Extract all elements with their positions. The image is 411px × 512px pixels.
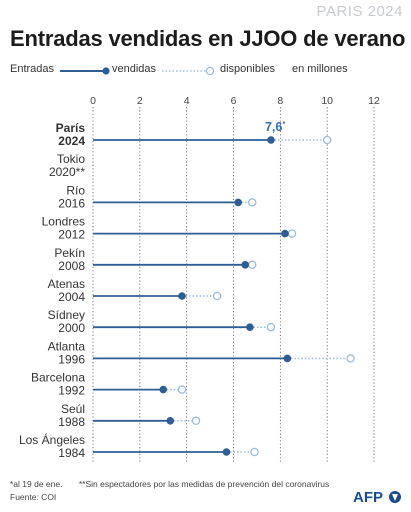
y-tick-line: París bbox=[56, 121, 86, 135]
y-tick-line: 2016 bbox=[58, 196, 85, 210]
y-axis-labels: París 2024 Tokio 2020** Río 2016 Londres 2012 Pe… bbox=[19, 121, 85, 460]
y-tick-line: 2024 bbox=[58, 134, 85, 148]
y-tick-line: 1996 bbox=[58, 352, 85, 366]
available-point bbox=[177, 385, 187, 394]
y-tick-label: Atenas 2004 bbox=[48, 277, 86, 304]
sold-point bbox=[166, 417, 175, 425]
y-tick-label: Río 2016 bbox=[58, 183, 85, 210]
y-tick-line: Sídney bbox=[48, 308, 85, 322]
footnote-1: *al 19 de ene. bbox=[10, 479, 63, 489]
y-tick-line: 2012 bbox=[58, 228, 85, 242]
available-point bbox=[247, 198, 257, 207]
y-tick-line: 2008 bbox=[58, 259, 85, 273]
sold-point bbox=[283, 354, 292, 363]
sold-point bbox=[178, 292, 186, 300]
sold-point bbox=[159, 385, 168, 394]
y-tick-line: 2000 bbox=[58, 321, 85, 335]
legend-sold-marker bbox=[60, 67, 110, 75]
legend-available-marker bbox=[162, 66, 215, 76]
legend: Entradas vendidas disponibles en millone… bbox=[10, 63, 405, 79]
y-tick-line: Atenas bbox=[48, 277, 85, 291]
y-tick-line: Los Ángeles bbox=[19, 432, 85, 447]
sold-point bbox=[234, 198, 242, 207]
available-point bbox=[247, 260, 257, 270]
legend-available-label: disponibles bbox=[220, 63, 276, 75]
y-tick-label: Londres 2012 bbox=[42, 215, 86, 242]
y-tick-line: Pekín bbox=[54, 246, 85, 260]
y-tick-label: Seúl 1988 bbox=[58, 402, 85, 429]
y-tick-label: París 2024 bbox=[56, 121, 86, 148]
sold-point bbox=[281, 229, 289, 238]
legend-sold-label: vendidas bbox=[112, 63, 157, 75]
y-tick-line: Londres bbox=[42, 215, 85, 229]
y-tick-line: 1992 bbox=[58, 384, 85, 398]
data-label: 7,6* bbox=[265, 120, 286, 134]
y-tick-label: Barcelona 1992 bbox=[31, 371, 85, 398]
grid-lines bbox=[92, 107, 375, 462]
sold-point bbox=[246, 323, 254, 332]
y-tick-line: Tokio bbox=[57, 152, 85, 166]
sold-point bbox=[267, 136, 275, 144]
y-tick-label: Los Ángeles 1984 bbox=[19, 432, 85, 460]
y-tick-line: Río bbox=[66, 183, 85, 197]
available-point bbox=[287, 229, 297, 238]
x-tick-label: 8 bbox=[277, 95, 283, 107]
available-point bbox=[212, 291, 222, 301]
y-tick-line: Atlanta bbox=[48, 339, 86, 353]
footnote-2: **Sin espectadores por las medidas de pr… bbox=[78, 479, 330, 489]
footer: *al 19 de ene. **Sin espectadores por la… bbox=[10, 478, 343, 504]
svg-text:AFP: AFP bbox=[353, 489, 383, 506]
x-tick-label: 12 bbox=[368, 95, 380, 107]
x-tick-label: 0 bbox=[90, 95, 96, 107]
available-point bbox=[191, 416, 201, 426]
available-point bbox=[346, 354, 355, 363]
y-tick-line: 1988 bbox=[58, 415, 85, 429]
y-tick-label: Sídney 2000 bbox=[48, 308, 86, 335]
y-tick-line: 2004 bbox=[58, 290, 85, 304]
afp-logo: AFP bbox=[353, 489, 401, 506]
chart-plot: 0 2 4 6 8 10 12 París 2024 Tokio 2020** Río 2016 Lon… bbox=[19, 95, 380, 462]
legend-units: en millones bbox=[292, 63, 348, 75]
data-label-suffix: * bbox=[282, 120, 285, 129]
x-tick-label: 2 bbox=[137, 95, 143, 107]
y-tick-line: Seúl bbox=[61, 402, 85, 416]
brand-watermark: PARIS 2024 bbox=[316, 3, 403, 20]
available-point bbox=[322, 135, 332, 145]
y-tick-label: Tokio 2020** bbox=[49, 152, 85, 179]
chart-title: Entradas vendidas en JJOO de verano bbox=[10, 26, 406, 51]
sold-point bbox=[222, 448, 231, 456]
y-tick-line: 1984 bbox=[58, 446, 85, 460]
x-axis-ticks: 0 2 4 6 8 10 12 bbox=[90, 95, 380, 107]
chart-marks: 7,6* bbox=[93, 120, 355, 457]
sold-point bbox=[241, 261, 250, 269]
x-tick-label: 4 bbox=[184, 95, 190, 107]
y-tick-label: Pekín 2008 bbox=[54, 246, 85, 273]
available-point bbox=[266, 322, 276, 332]
available-point bbox=[250, 447, 259, 457]
source-note: Fuente: COI bbox=[10, 492, 57, 502]
legend-prefix: Entradas bbox=[10, 63, 55, 75]
y-tick-label: Atlanta 1996 bbox=[48, 339, 86, 366]
y-tick-line: Barcelona bbox=[31, 371, 85, 385]
y-tick-line: 2020** bbox=[49, 165, 85, 179]
x-tick-label: 10 bbox=[321, 95, 333, 107]
x-tick-label: 6 bbox=[231, 95, 237, 107]
